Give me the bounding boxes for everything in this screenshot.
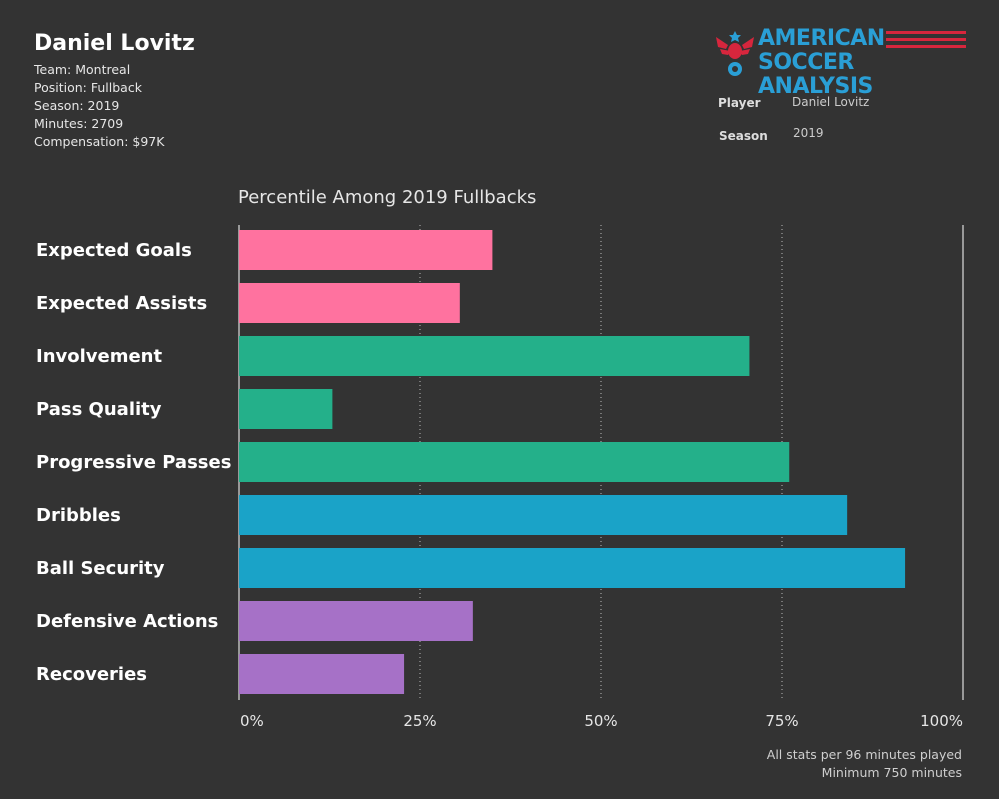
bar xyxy=(239,442,790,482)
category-label: Recoveries xyxy=(36,664,147,685)
category-label: Expected Goals xyxy=(36,240,192,261)
asa-logo: AMERICAN SOCCER ANALYSIS xyxy=(714,27,966,99)
bar xyxy=(239,389,333,429)
category-label: Defensive Actions xyxy=(36,611,218,632)
category-label: Ball Security xyxy=(36,558,165,579)
x-tick-label: 100% xyxy=(920,712,963,730)
bar xyxy=(239,654,405,694)
bar xyxy=(239,283,460,323)
bar xyxy=(239,601,473,641)
logo-stripes xyxy=(886,31,966,52)
player-position: Position: Fullback xyxy=(34,80,142,95)
footnote: All stats per 96 minutes played Minimum … xyxy=(767,746,962,782)
filter-player-label: Player xyxy=(718,96,761,110)
player-info: Team: Montreal Position: Fullback Season… xyxy=(34,61,164,151)
player-compensation: Compensation: $97K xyxy=(34,134,165,149)
category-label: Involvement xyxy=(36,346,163,367)
player-team: Team: Montreal xyxy=(34,62,131,77)
footnote-line2: Minimum 750 minutes xyxy=(821,765,962,780)
category-label: Expected Assists xyxy=(36,293,207,314)
chart-title: Percentile Among 2019 Fullbacks xyxy=(238,187,537,208)
player-season: Season: 2019 xyxy=(34,98,120,113)
filter-player-value[interactable]: Daniel Lovitz xyxy=(792,95,870,109)
bar xyxy=(239,230,493,270)
category-label: Pass Quality xyxy=(36,399,162,420)
eagle-icon xyxy=(716,31,754,76)
bar xyxy=(239,495,848,535)
x-tick-label: 75% xyxy=(765,712,798,730)
bar xyxy=(239,548,906,588)
category-label: Dribbles xyxy=(36,505,121,526)
bar xyxy=(239,336,750,376)
footnote-line1: All stats per 96 minutes played xyxy=(766,747,962,762)
filter-season-value[interactable]: 2019 xyxy=(793,126,824,140)
x-tick-label: 50% xyxy=(584,712,617,730)
player-minutes: Minutes: 2709 xyxy=(34,116,124,131)
category-label: Progressive Passes xyxy=(36,452,231,473)
x-tick-label: 0% xyxy=(240,712,264,730)
logo-wordmark: AMERICAN SOCCER ANALYSIS xyxy=(758,27,966,99)
logo-line1: AMERICAN xyxy=(758,26,885,51)
x-tick-label: 25% xyxy=(403,712,436,730)
logo-line2: SOCCER ANALYSIS xyxy=(758,50,873,99)
filter-season-label: Season xyxy=(719,129,768,143)
player-name: Daniel Lovitz xyxy=(34,31,195,56)
